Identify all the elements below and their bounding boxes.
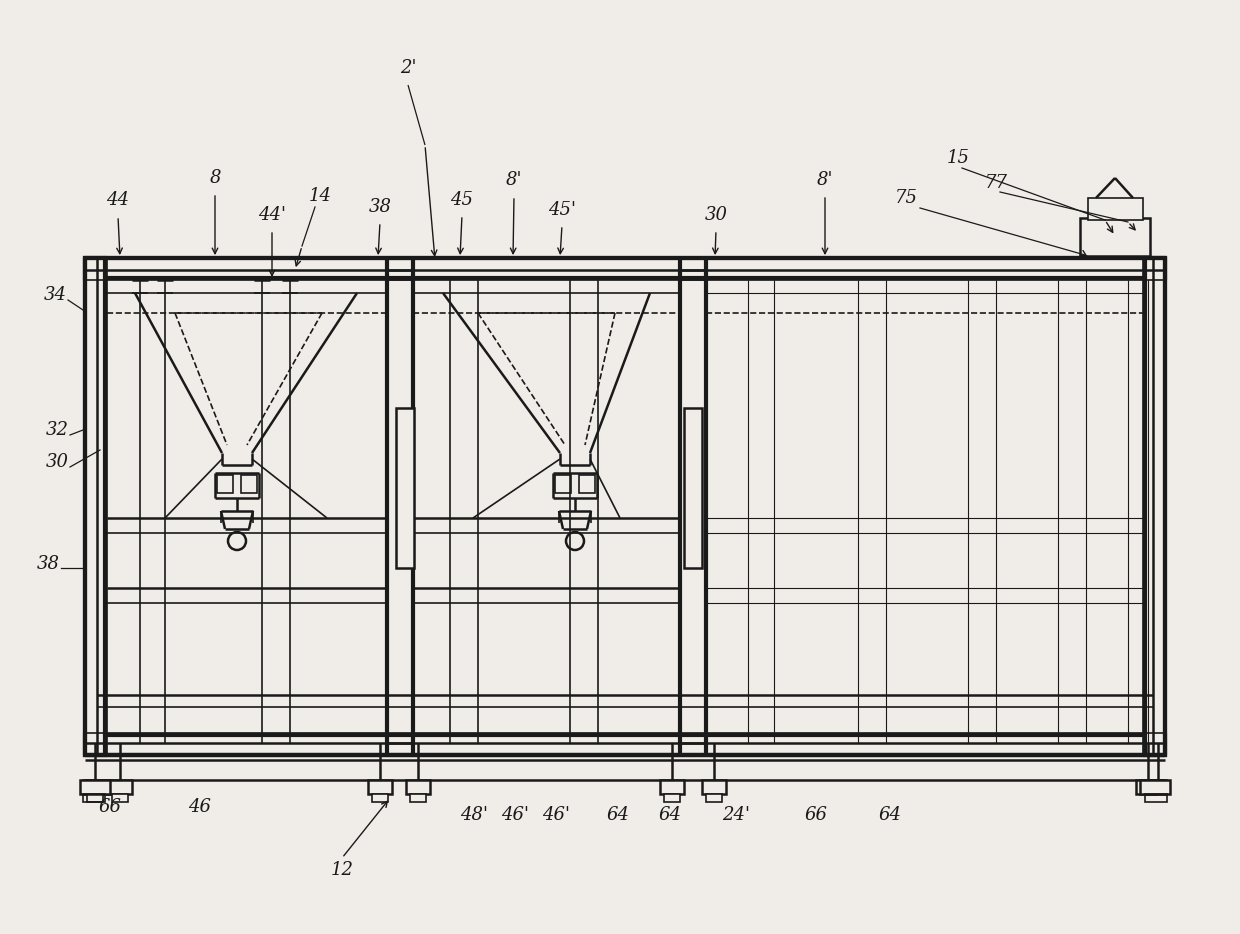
Bar [702,780,725,794]
Bar [87,794,103,802]
Text: 34: 34 [43,286,67,304]
Bar [660,780,684,794]
Text: 66: 66 [98,798,122,816]
Bar [1087,198,1143,220]
Bar [1146,780,1166,794]
Text: 15: 15 [946,149,970,167]
Bar [663,794,680,802]
Text: 8': 8' [506,171,522,189]
Text: 38: 38 [368,198,392,216]
Text: 64: 64 [878,806,901,824]
Text: 44: 44 [107,191,129,209]
Text: 77: 77 [985,174,1007,192]
Bar [368,780,392,794]
Text: 44': 44' [258,206,286,224]
Bar [405,780,430,794]
Text: 46: 46 [188,798,212,816]
Bar [241,475,257,493]
Text: 66: 66 [805,806,827,824]
Text: 32: 32 [46,421,68,439]
Text: 64: 64 [658,806,682,824]
Bar [372,794,388,802]
Bar [81,780,110,794]
Text: 38: 38 [36,555,60,573]
Text: 30: 30 [46,453,68,471]
Text: 24': 24' [722,806,750,824]
Bar [86,735,1166,755]
Text: 45': 45' [548,201,577,219]
Text: 45: 45 [450,191,474,209]
Bar [1145,794,1167,802]
Bar [217,475,233,493]
Bar [112,794,128,802]
Bar [1140,780,1171,794]
Text: 48': 48' [460,806,489,824]
Text: 8': 8' [817,171,833,189]
Bar [684,408,702,568]
Bar [706,794,722,802]
Bar [579,475,595,493]
Text: 46': 46' [542,806,570,824]
Bar [86,258,105,755]
Text: 8: 8 [210,169,221,187]
Bar [1145,258,1166,755]
Bar [83,794,105,802]
Text: 64: 64 [606,806,630,824]
Bar [1136,780,1156,794]
Bar [556,475,570,493]
Bar [108,780,131,794]
Bar [396,408,414,568]
Bar [1080,218,1149,256]
Text: 75: 75 [894,189,918,207]
Bar [86,258,1166,278]
Text: 14: 14 [309,187,331,205]
Text: 12: 12 [331,861,353,879]
Text: 30: 30 [704,206,728,224]
Bar [410,794,427,802]
Bar [83,780,107,794]
Text: 46': 46' [501,806,529,824]
Text: 2': 2' [399,59,417,77]
